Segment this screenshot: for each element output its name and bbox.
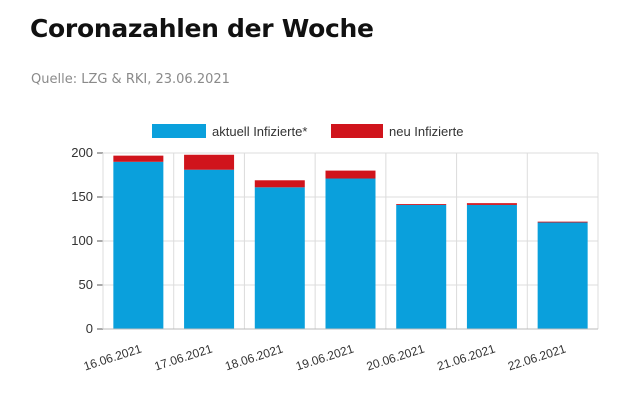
bar-neu-infizierte — [184, 154, 235, 170]
source-note: Quelle: LZG & RKI, 23.06.2021 — [31, 72, 230, 87]
bar-aktuell-infizierte — [254, 187, 305, 329]
bar-neu-infizierte — [254, 180, 305, 188]
x-tick-label: 21.06.2021 — [435, 341, 497, 373]
bar-aktuell-infizierte — [325, 178, 376, 329]
x-tick-label: 18.06.2021 — [223, 341, 285, 373]
x-tick-label: 22.06.2021 — [506, 341, 568, 373]
bar-neu-infizierte — [396, 204, 447, 205]
x-tick-label: 17.06.2021 — [153, 341, 215, 373]
page-title: Coronazahlen der Woche — [30, 14, 374, 43]
bar-aktuell-infizierte — [466, 204, 517, 329]
y-tick-label: 200 — [71, 145, 93, 160]
bar-aktuell-infizierte — [396, 204, 447, 329]
x-tick-label: 16.06.2021 — [82, 341, 144, 373]
y-tick-label: 150 — [71, 189, 93, 204]
legend-aktuell-label: aktuell Infizierte* — [212, 124, 307, 139]
bar-aktuell-infizierte — [113, 161, 164, 329]
y-tick-label: 50 — [79, 277, 93, 292]
bar-aktuell-infizierte — [184, 169, 235, 329]
x-tick-label: 20.06.2021 — [365, 341, 427, 373]
bar-aktuell-infizierte — [537, 222, 588, 329]
legend-aktuell-swatch — [152, 124, 206, 138]
y-tick-label: 0 — [86, 321, 93, 336]
y-tick-label: 100 — [71, 233, 93, 248]
bar-neu-infizierte — [537, 221, 588, 223]
legend-neu-label: neu Infizierte — [389, 124, 463, 139]
x-tick-label: 19.06.2021 — [294, 341, 356, 373]
bar-neu-infizierte — [325, 170, 376, 179]
bar-neu-infizierte — [113, 155, 164, 162]
bar-neu-infizierte — [466, 203, 517, 205]
legend-neu-swatch — [331, 124, 383, 138]
